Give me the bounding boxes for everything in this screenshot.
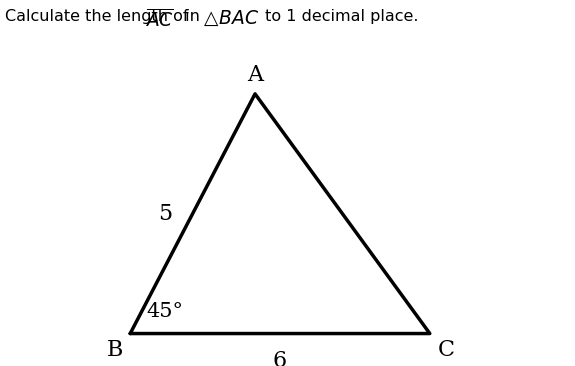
- Text: 45°: 45°: [146, 302, 183, 321]
- Text: to 1 decimal place.: to 1 decimal place.: [260, 9, 419, 24]
- Text: A: A: [247, 64, 263, 86]
- Text: 5: 5: [158, 203, 172, 225]
- Text: $\triangle \!BAC$: $\triangle \!BAC$: [200, 9, 259, 28]
- Text: $\overline{AC}$: $\overline{AC}$: [145, 9, 174, 31]
- Text: 6: 6: [273, 350, 287, 366]
- Text: C: C: [438, 339, 454, 361]
- Text: in: in: [180, 9, 205, 24]
- Text: Calculate the length of: Calculate the length of: [5, 9, 193, 24]
- Text: B: B: [106, 339, 122, 361]
